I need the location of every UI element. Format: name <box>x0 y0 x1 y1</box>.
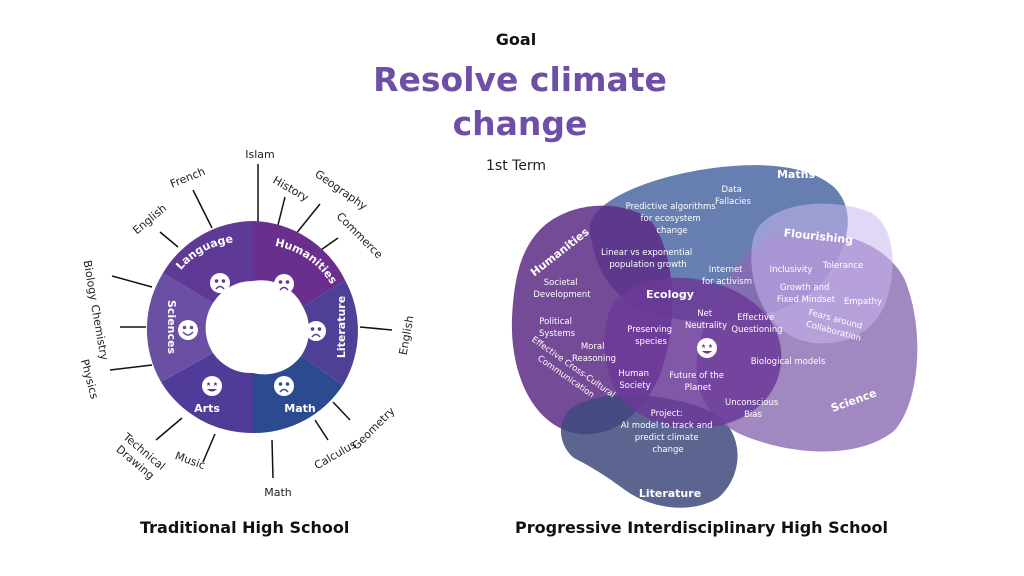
subject-calculus: Calculus <box>312 438 359 473</box>
item-project: Project: AI model to track and predict c… <box>621 409 715 455</box>
crying-face-icon <box>274 274 294 294</box>
segment-label-sciences: Sciences <box>165 300 178 354</box>
subject-english-language: English <box>130 202 169 238</box>
item-tolerance: Tolerance <box>822 261 864 271</box>
item-preserving-species: Preserving species <box>627 325 675 347</box>
subject-english-literature: English <box>397 315 417 356</box>
svg-text:★: ★ <box>213 381 218 388</box>
segment-label-literature: Literature <box>335 296 348 358</box>
subject-physics: Physics <box>78 358 101 401</box>
item-effective-questioning: Effective Questioning <box>731 313 782 335</box>
item-political-systems: Political Systems <box>539 317 576 339</box>
segment-label-math: Math <box>284 402 315 415</box>
item-future-planet: Future of the Planet <box>669 371 726 393</box>
caption-traditional: Traditional High School <box>140 518 350 537</box>
segment-literature <box>301 280 358 385</box>
term-label: 1st Term <box>486 158 547 174</box>
item-internet-activism: Internet for activism <box>702 265 752 287</box>
subject-french: French <box>168 165 207 191</box>
blob-flourishing <box>751 203 893 344</box>
item-unconscious-bias: Unconscious Bias <box>725 398 781 420</box>
crying-face-icon <box>306 321 326 341</box>
smiling-face-icon <box>178 320 198 340</box>
blob-label-ecology: Ecology <box>646 288 694 301</box>
item-biological-models: Biological models <box>751 357 826 367</box>
caption-progressive: Progressive Interdisciplinary High Schoo… <box>515 518 889 537</box>
subject-commerce: Commerce <box>334 210 386 262</box>
subject-islam: Islam <box>245 148 275 161</box>
segment-math <box>253 356 343 434</box>
blob-ecology <box>604 277 782 429</box>
star-eyes-face-icon: ★ ★ <box>202 376 222 396</box>
svg-text:★: ★ <box>206 381 211 388</box>
item-net-neutrality: Net Neutrality <box>685 309 727 331</box>
blob-label-literature: Literature <box>639 487 701 500</box>
item-inclusivity: Inclusivity <box>770 265 813 275</box>
item-data-fallacies: Data Fallacies <box>715 185 752 207</box>
segment-humanities <box>253 221 345 307</box>
segment-language <box>163 221 253 303</box>
svg-text:★: ★ <box>701 343 706 350</box>
item-growth-mindset: Growth and Fixed Mindset <box>777 283 836 305</box>
subject-math: Math <box>264 486 292 499</box>
subject-music: Music <box>173 449 207 472</box>
goal-title-line2: change <box>452 104 588 143</box>
subject-history: History <box>271 174 312 205</box>
wheel-hole <box>209 283 297 371</box>
subject-chemistry: Chemistry <box>88 304 111 362</box>
item-human-society: Human Society <box>618 369 651 391</box>
item-linear-exponential: Linear vs exponential population growth <box>601 248 695 270</box>
subject-biology: Biology <box>81 259 101 302</box>
star-eyes-face-icon: ★ ★ <box>697 338 717 358</box>
item-predictive-algorithms: Predictive algorithms for ecosystem chan… <box>626 202 719 236</box>
progressive-blobs: Maths Flourishing Humanities Ecology Sci… <box>511 165 918 508</box>
crying-face-icon <box>210 273 230 293</box>
goal-label: Goal <box>495 30 537 49</box>
crying-face-icon <box>274 376 294 396</box>
item-societal-development: Societal Development <box>533 278 591 300</box>
svg-text:★: ★ <box>708 343 713 350</box>
goal-title-line1: Resolve climate <box>373 60 667 99</box>
segment-label-arts: Arts <box>194 402 220 415</box>
item-empathy: Empathy <box>844 297 882 307</box>
subject-geography: Geography <box>312 167 370 213</box>
item-moral-reasoning: Moral Reasoning <box>572 342 616 364</box>
traditional-wheel: Humanities Language Sciences Literature … <box>78 148 417 499</box>
goal-title: Resolve climate change <box>0 58 1024 146</box>
subject-geometry: Geometry <box>350 404 398 452</box>
blob-label-maths: Maths <box>777 168 815 181</box>
